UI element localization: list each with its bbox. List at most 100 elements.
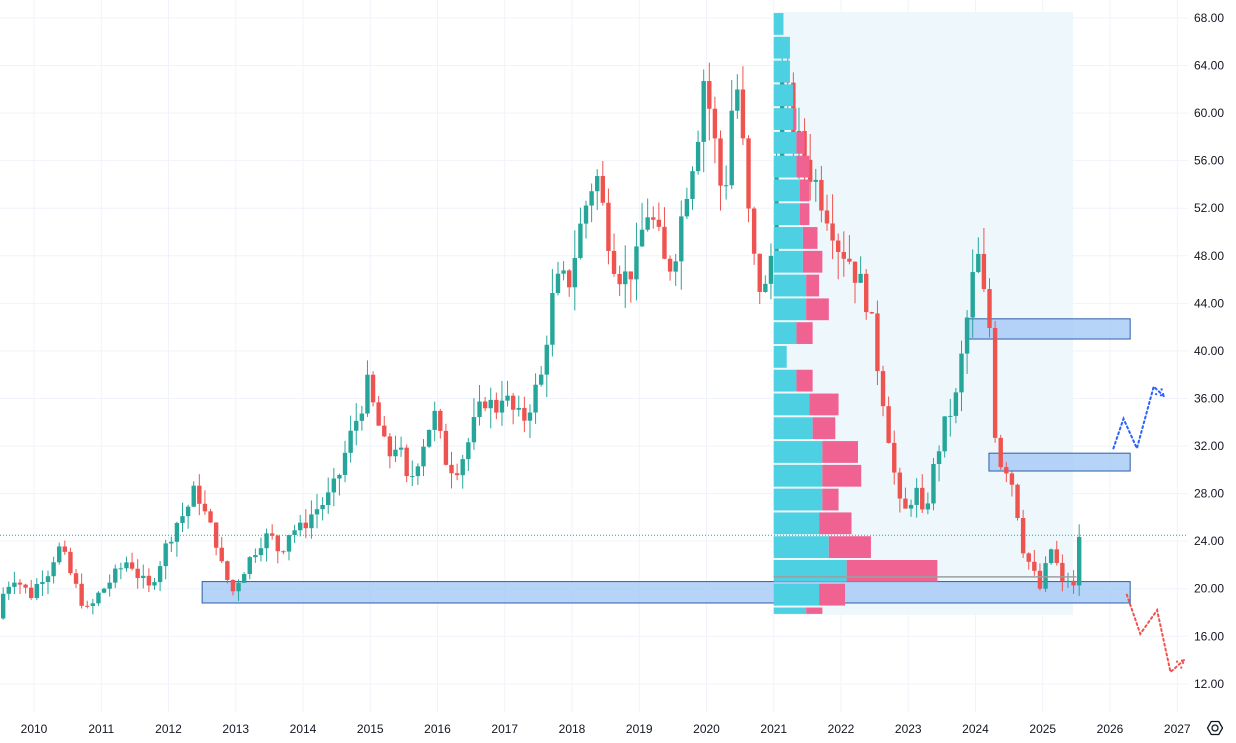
candle-body xyxy=(432,410,437,430)
candle-body xyxy=(426,429,432,447)
candle-body xyxy=(841,251,847,259)
price-tick-label: 68.00 xyxy=(1194,11,1224,25)
candle-body xyxy=(225,561,230,580)
candle-body xyxy=(12,582,17,587)
candle-body xyxy=(595,176,600,192)
time-axis[interactable]: 2010 2011 2012 2013 2014 2015 2016 2017 2018 2019… xyxy=(21,722,1191,736)
candle-body xyxy=(757,253,762,292)
projection-down-path xyxy=(1125,593,1185,674)
candle-body xyxy=(365,374,370,414)
candle-body xyxy=(1071,580,1076,586)
candle-body xyxy=(454,473,460,476)
candle-body xyxy=(892,442,897,473)
candle-body xyxy=(331,478,337,493)
candle-body xyxy=(701,81,706,142)
time-tick-label: 2025 xyxy=(1029,722,1056,736)
profile-bar-down xyxy=(822,488,839,511)
candle-body xyxy=(847,258,852,262)
profile-bar-down xyxy=(806,607,823,614)
candle-body xyxy=(337,474,342,479)
candle-body xyxy=(578,223,583,258)
time-tick-label: 2024 xyxy=(962,722,989,736)
candle-body xyxy=(768,255,774,284)
candle-body xyxy=(572,257,578,288)
price-axis[interactable]: 68.00 64.00 60.00 56.00 52.00 48.00 44.00 40.00… xyxy=(1194,11,1224,691)
price-tick-label: 60.00 xyxy=(1194,106,1224,120)
candle-body xyxy=(1015,484,1020,519)
candle-body xyxy=(449,464,454,474)
candle-body xyxy=(303,522,309,529)
candle-body xyxy=(695,141,701,172)
candle-body xyxy=(163,543,168,567)
candle-body xyxy=(398,447,404,450)
candle-body xyxy=(152,582,157,586)
candle-body xyxy=(533,384,538,413)
price-tick-label: 36.00 xyxy=(1194,391,1224,405)
price-tick-label: 16.00 xyxy=(1194,629,1224,643)
candle-body xyxy=(488,399,493,409)
candle-body xyxy=(275,535,280,552)
candle-body xyxy=(746,138,751,209)
candle-body xyxy=(583,205,589,224)
profile-bar-down xyxy=(828,536,871,558)
support-resistance-zones[interactable] xyxy=(201,318,1131,604)
price-tick-label: 52.00 xyxy=(1194,201,1224,215)
candle-body xyxy=(247,557,252,575)
profile-bar-down xyxy=(806,274,820,297)
time-tick-label: 2023 xyxy=(895,722,922,736)
candle-body xyxy=(606,202,611,251)
time-tick-label: 2013 xyxy=(222,722,249,736)
candle-body xyxy=(34,583,40,599)
zone-rectangle[interactable] xyxy=(988,452,1131,472)
candle-body xyxy=(679,216,684,262)
candle-body xyxy=(62,546,68,552)
candle-body xyxy=(135,568,140,579)
zone-rectangle[interactable] xyxy=(201,581,1131,604)
candle-body xyxy=(802,130,807,160)
candle-body xyxy=(690,171,695,199)
profile-bar-up xyxy=(773,60,790,83)
profile-bar-up xyxy=(773,322,797,344)
candle-body xyxy=(68,551,73,574)
candle-body xyxy=(45,576,51,583)
candle-body xyxy=(718,138,723,186)
profile-bar-up xyxy=(773,155,797,178)
profile-bar-up xyxy=(773,536,829,558)
candle-body xyxy=(976,253,981,273)
candle-body xyxy=(421,446,426,467)
profile-bar-up xyxy=(773,227,803,249)
candle-body xyxy=(370,374,376,403)
candle-body xyxy=(1043,563,1048,589)
candle-body xyxy=(566,270,572,288)
candle-body xyxy=(443,430,449,465)
projection-paths xyxy=(1112,384,1186,674)
candle-body xyxy=(707,81,712,109)
candle-body xyxy=(763,283,768,292)
candle-body xyxy=(880,371,886,407)
candle-body xyxy=(623,271,628,285)
profile-bar-down xyxy=(793,108,797,130)
profile-bar-down xyxy=(809,393,839,416)
candle-body xyxy=(85,605,90,607)
time-tick-label: 2017 xyxy=(491,722,518,736)
settings-gear-icon[interactable] xyxy=(1205,718,1225,738)
profile-bar-up xyxy=(773,393,810,416)
candle-body xyxy=(359,413,365,421)
candle-body xyxy=(376,402,381,426)
candle-body xyxy=(522,407,527,421)
candle-body xyxy=(516,407,521,410)
profile-bar-up xyxy=(773,512,820,535)
price-tick-label: 56.00 xyxy=(1194,154,1224,168)
candle-body xyxy=(236,582,241,592)
projection-up-path xyxy=(1112,384,1165,452)
candle-body xyxy=(297,522,303,531)
candle-body xyxy=(477,401,482,418)
candle-body xyxy=(645,217,650,230)
time-tick-label: 2010 xyxy=(21,722,48,736)
profile-bar-down xyxy=(802,227,818,249)
candle-body xyxy=(118,568,124,570)
profile-bar-up xyxy=(773,298,807,321)
candle-body xyxy=(751,208,757,254)
candle-body xyxy=(460,459,465,476)
